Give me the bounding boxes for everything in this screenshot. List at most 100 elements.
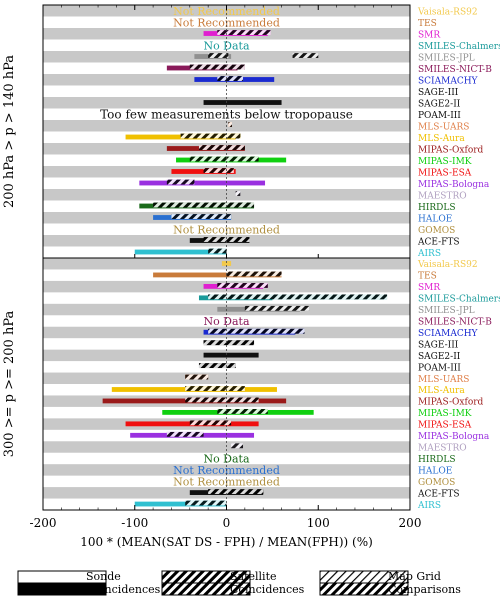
row-label-smiles-nict-b: SMILES-NICT-B	[418, 65, 492, 75]
bar-hatch-overlay-maestro	[231, 443, 244, 449]
legend-swatch-bottom-hatch	[319, 582, 409, 596]
row-label-mls-uars: MLS-UARS	[418, 375, 469, 385]
row-label-hirdls: HIRDLS	[418, 455, 456, 465]
bar-hatch-overlay-smiles-nict-b	[189, 64, 245, 70]
row-label-sage-iii: SAGE-III	[418, 88, 459, 98]
x-tick-label: 0	[223, 516, 231, 530]
x-tick-label: -200	[30, 516, 57, 530]
row-label-mipas-esa: MIPAS-ESA	[418, 421, 472, 431]
bar-hatch-overlay-airs	[185, 500, 227, 506]
bar-hatch-overlay-sage-iii	[203, 340, 255, 346]
legend: SondeCoincidencesSatelliteCoincidencesMa…	[17, 570, 461, 596]
row-label-haloe: HALOE	[418, 214, 452, 224]
x-axis-label: 100 * (MEAN(SAT DS - FPH) / MEAN(FPH)) (…	[80, 535, 373, 549]
bar-hatch-overlay-sciamachy	[217, 76, 244, 81]
row-label-haloe: HALOE	[418, 466, 452, 476]
bar-hatch-overlay-mls-aura	[185, 386, 245, 391]
legend-label-top: Map Grid	[388, 570, 441, 583]
row-label-gomos: GOMOS	[418, 226, 455, 236]
bar-hatch-overlay-mipas-esa	[203, 168, 234, 173]
bar-hatch-overlay-smiles-jpl	[244, 305, 310, 311]
row-label-sage2-ii: SAGE2-II	[418, 352, 461, 362]
row-label-smiles-chalmers: SMILES-Chalmers	[418, 42, 500, 52]
x-tick-label: -100	[121, 516, 148, 530]
legend-label-bottom: Coincidences	[230, 583, 305, 596]
bar-hatch-overlay-smiles-chalmers	[208, 294, 388, 300]
panel-label-1: 200 hPa > p > 140 hPa	[2, 55, 17, 208]
row-label-airs: AIRS	[417, 249, 441, 259]
bar-hatch-overlay-mipas-esa	[189, 420, 232, 426]
row-label-gomos: GOMOS	[418, 478, 455, 488]
bar-mipas-bologna-solid	[139, 180, 266, 186]
row-label-poam-iii: POAM-III	[418, 363, 461, 373]
bar-hatch-overlay-maestro	[235, 191, 241, 196]
bar-hatch-overlay-mls-uars	[185, 374, 209, 380]
row-label-ace-fts: ACE-FTS	[417, 237, 460, 247]
legend-swatch-bottom	[17, 582, 107, 596]
bar-hatch-overlay-mipas-oxford	[185, 397, 259, 403]
row-label-mls-uars: MLS-UARS	[418, 122, 469, 132]
row-label-ace-fts: ACE-FTS	[417, 489, 460, 499]
bar-hatch-overlay-smiles-jpl	[208, 53, 229, 58]
row-label-tes: TES	[418, 272, 437, 282]
row-label-smiles-chalmers: SMILES-Chalmers	[418, 295, 500, 305]
bar-sage2-ii-solid	[203, 352, 259, 358]
row-label-hirdls: HIRDLS	[418, 203, 456, 213]
legend-label-bottom: Coincidences	[86, 583, 161, 596]
row-label-sciamachy: SCIAMACHY	[418, 76, 479, 86]
row-label-vaisala-rs92: Vaisala-RS92	[417, 260, 478, 270]
bar-hatch-overlay-smiles-jpl	[292, 53, 319, 58]
bar-airs-solid	[134, 249, 227, 255]
row-label-poam-iii: POAM-III	[418, 111, 461, 121]
row-label-airs: AIRS	[417, 501, 441, 511]
legend-swatch-bottom	[161, 582, 251, 596]
bar-hatch-overlay-hirdls	[221, 202, 250, 208]
bar-hatch-overlay-ace-fts	[208, 489, 264, 495]
row-label-smiles-nict-b: SMILES-NICT-B	[418, 318, 492, 328]
bar-hatch-overlay-hirdls	[153, 202, 255, 208]
bar-hatch-overlay-sciamachy	[208, 328, 305, 334]
bar-hatch-overlay-mls-aura	[180, 133, 241, 139]
bar-hatch-overlay-mipas-bologna	[166, 431, 204, 437]
row-label-maestro: MAESTRO	[418, 191, 467, 201]
bar-hatch-overlay-mls-uars	[228, 122, 233, 127]
bar-hatch-overlay-mipas-imk	[217, 409, 268, 414]
bar-hatch-overlay-smr	[217, 283, 268, 288]
bar-airs-solid	[134, 501, 227, 507]
legend-label-top: Sonde	[86, 570, 121, 583]
row-label-mipas-oxford: MIPAS-Oxford	[418, 398, 484, 408]
row-label-maestro: MAESTRO	[418, 444, 467, 454]
bar-hatch-overlay-poam-iii	[198, 363, 236, 369]
row-label-smiles-jpl: SMILES-JPL	[418, 306, 475, 316]
panel-label-2: 300 >= p >= 200 hPa	[2, 311, 17, 458]
row-label-smr: SMR	[418, 283, 440, 293]
row-label-mipas-bologna: MIPAS-Bologna	[418, 432, 490, 442]
bar-hatch-overlay-mipas-bologna	[166, 179, 195, 185]
bar-hatch-overlay-haloe	[171, 214, 232, 219]
row-label-tes: TES	[418, 19, 437, 29]
row-label-sage2-ii: SAGE2-II	[418, 99, 461, 109]
legend-label-bottom: Comparisons	[388, 583, 461, 596]
bar-hatch-overlay-mls-aura	[221, 133, 241, 139]
bar-hatch-overlay-ace-fts	[203, 237, 250, 242]
row-label-mipas-oxford: MIPAS-Oxford	[418, 145, 484, 155]
bar-hatch-overlay-mipas-oxford	[198, 145, 245, 150]
row-label-mipas-bologna: MIPAS-Bologna	[418, 180, 490, 190]
row-label-mls-aura: MLS-Aura	[418, 386, 465, 396]
note-vaisala-rs92: Not Recommended	[173, 5, 280, 18]
row-label-mipas-imk: MIPAS-IMK	[418, 409, 472, 419]
bar-hatch-overlay-smr	[217, 30, 271, 35]
row-label-mls-aura: MLS-Aura	[418, 134, 465, 144]
bar-sage2-ii-solid	[203, 100, 282, 105]
bar-tes-solid	[153, 272, 282, 278]
bar-hatch-overlay-mipas-imk	[189, 156, 259, 162]
row-label-mipas-esa: MIPAS-ESA	[418, 168, 472, 178]
row-label-smr: SMR	[418, 30, 440, 40]
row-label-mipas-imk: MIPAS-IMK	[418, 157, 472, 167]
row-label-smiles-jpl: SMILES-JPL	[418, 53, 475, 63]
row-label-sciamachy: SCIAMACHY	[418, 329, 479, 339]
bar-vaisala-rs92-solid	[221, 261, 232, 266]
legend-label-top: Satellite	[230, 570, 277, 583]
row-label-vaisala-rs92: Vaisala-RS92	[417, 7, 478, 17]
